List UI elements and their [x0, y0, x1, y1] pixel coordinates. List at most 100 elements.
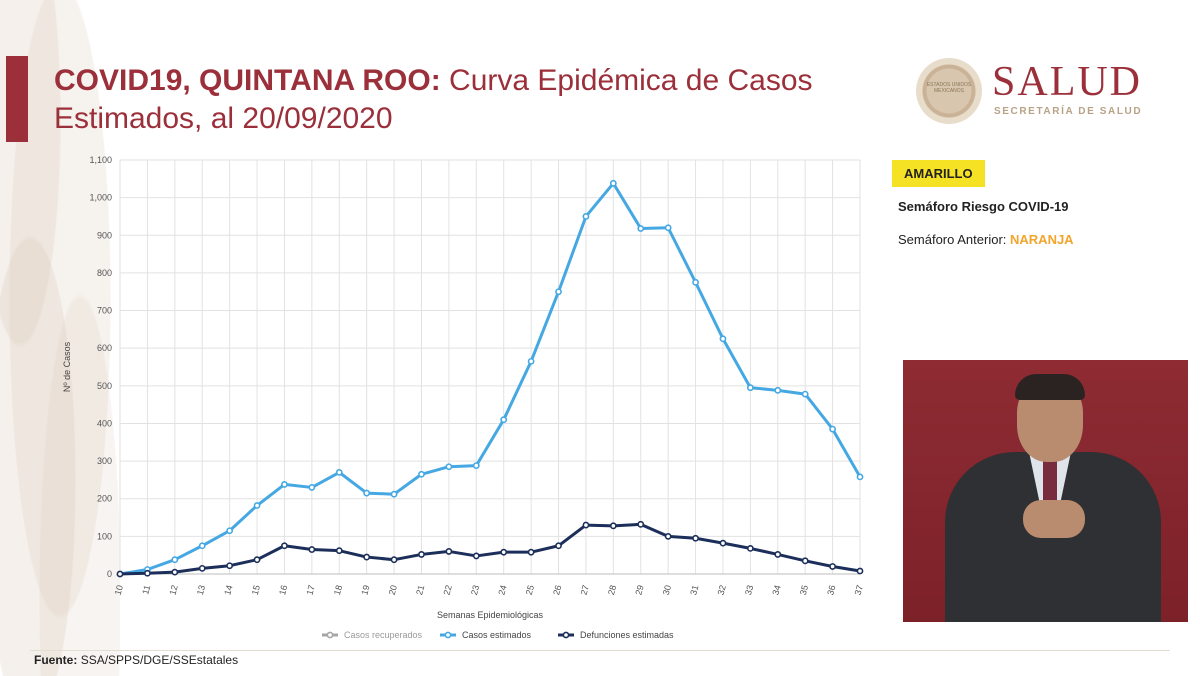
data-point-defunciones-estimadas: [719, 539, 727, 547]
data-point-defunciones-estimadas: [637, 520, 645, 528]
data-point-defunciones-estimadas: [226, 562, 234, 570]
y-tick-label: 800: [97, 268, 112, 278]
data-point-defunciones-estimadas: [500, 548, 508, 556]
x-tick-label: 19: [359, 584, 371, 596]
series-line-casos-estimados: [119, 181, 862, 576]
x-tick-label: 32: [716, 584, 728, 596]
data-point-defunciones-estimadas: [390, 556, 398, 564]
semaforo-badge: AMARILLO: [892, 160, 985, 187]
data-point-defunciones-estimadas: [774, 551, 782, 558]
data-point-casos-estimados: [856, 473, 864, 481]
data-point-casos-estimados: [774, 386, 782, 394]
data-point-defunciones-estimadas: [692, 534, 699, 542]
semaforo-previous-value: NARANJA: [1010, 232, 1074, 247]
interpreter-hair: [1015, 374, 1085, 400]
data-point-casos-estimados: [308, 484, 316, 491]
data-point-defunciones-estimadas: [856, 567, 864, 575]
semaforo-previous: Semáforo Anterior: NARANJA: [898, 232, 1182, 247]
x-tick-label: 10: [113, 584, 125, 596]
logo-subtitle: SECRETARÍA DE SALUD: [994, 106, 1143, 117]
data-point-casos-estimados: [390, 490, 398, 498]
data-point-defunciones-estimadas: [664, 532, 672, 540]
data-point-defunciones-estimadas: [335, 547, 343, 555]
y-tick-label: 300: [97, 456, 112, 466]
y-tick-label: 900: [97, 230, 112, 240]
data-point-defunciones-estimadas: [472, 552, 480, 560]
x-tick-label: 22: [442, 584, 454, 596]
x-tick-label: 15: [250, 584, 262, 596]
data-point-casos-estimados: [527, 357, 535, 365]
legend-marker-casos-estimados: [444, 631, 452, 639]
semaforo-panel: AMARILLO Semáforo Riesgo COVID-19 Semáfo…: [892, 160, 1182, 247]
data-point-casos-estimados: [746, 384, 754, 392]
y-tick-label: 500: [97, 381, 112, 391]
y-tick-label: 200: [97, 494, 112, 504]
x-tick-label: 27: [579, 584, 591, 596]
legend-label-casos-estimados: Casos estimados: [462, 630, 532, 640]
data-point-casos-estimados: [555, 288, 562, 296]
data-point-defunciones-estimadas: [801, 557, 809, 565]
y-tick-label: 0: [107, 569, 112, 579]
x-tick-label: 16: [277, 584, 289, 596]
x-tick-label: 31: [688, 584, 700, 596]
legend-label-casos-recuperados: Casos recuperados: [344, 630, 423, 640]
x-tick-label: 12: [167, 584, 179, 596]
data-point-casos-estimados: [582, 213, 590, 220]
logo-wordmark: SALUD: [992, 59, 1143, 105]
data-point-casos-estimados: [335, 468, 343, 476]
data-point-defunciones-estimadas: [746, 545, 754, 552]
national-seal-icon: [916, 58, 982, 124]
data-point-casos-estimados: [226, 527, 234, 535]
x-tick-label: 18: [332, 584, 344, 596]
data-point-defunciones-estimadas: [281, 542, 288, 550]
data-point-casos-estimados: [281, 481, 288, 488]
data-point-casos-estimados: [171, 556, 179, 564]
x-tick-label: 36: [825, 584, 837, 596]
title-rest: Curva Epidémica de Casos Estimados, al 2…: [54, 64, 813, 135]
sign-language-interpreter-video: [903, 360, 1188, 622]
data-point-casos-estimados: [664, 224, 672, 232]
data-point-casos-estimados: [637, 225, 645, 232]
salud-logo: ESTADOS UNIDOS MEXICANOS SALUD SECRETARÍ…: [916, 56, 1166, 126]
legend-marker-defunciones-estimadas: [562, 631, 570, 639]
x-tick-label: 30: [661, 584, 673, 596]
data-point-casos-estimados: [445, 463, 453, 471]
x-tick-label: 28: [606, 584, 618, 596]
source-value: SSA/SPPS/DGE/SSEstatales: [80, 653, 239, 667]
data-point-casos-estimados: [829, 425, 836, 433]
x-tick-label: 21: [414, 584, 426, 596]
data-point-defunciones-estimadas: [609, 522, 617, 530]
data-point-casos-estimados: [198, 542, 206, 550]
semaforo-previous-label: Semáforo Anterior:: [898, 232, 1007, 247]
interpreter-hands: [1023, 500, 1085, 538]
data-point-defunciones-estimadas: [363, 553, 371, 561]
x-tick-label: 26: [551, 584, 563, 596]
source-note: Fuente: SSA/SPPS/DGE/SSEstatales: [34, 653, 238, 667]
title-bold: COVID19, QUINTANA ROO:: [54, 64, 441, 97]
x-axis-label: Semanas Epidemiológicas: [437, 610, 544, 620]
y-tick-label: 600: [97, 343, 112, 353]
data-point-defunciones-estimadas: [144, 569, 151, 577]
x-tick-label: 25: [524, 584, 536, 596]
data-point-casos-estimados: [692, 278, 699, 286]
data-point-casos-estimados: [418, 470, 425, 478]
epidemic-curve-chart: 0 100 200 300 400 500 600 700 800 900 1,000 1,100 10…: [54, 150, 874, 650]
y-tick-label: 100: [97, 531, 112, 541]
data-point-defunciones-estimadas: [445, 548, 453, 555]
y-tick-label: 1,000: [89, 193, 112, 203]
y-axis-label: Nº de Casos: [62, 341, 72, 392]
chart-svg: 0 100 200 300 400 500 600 700 800 900 1,000 1,100 10…: [62, 155, 865, 640]
series-line-defunciones-estimadas: [119, 522, 861, 576]
data-point-defunciones-estimadas: [582, 521, 590, 529]
data-point-defunciones-estimadas: [829, 563, 836, 570]
footer-divider: [30, 650, 1170, 651]
y-tick-label: 400: [97, 418, 112, 428]
data-point-casos-estimados: [363, 489, 371, 497]
x-tick-label: 23: [469, 584, 481, 596]
seal-text: ESTADOS UNIDOS MEXICANOS: [926, 82, 972, 94]
data-point-defunciones-estimadas: [198, 564, 206, 572]
x-tick-label: 33: [743, 584, 755, 596]
data-point-casos-estimados: [609, 179, 617, 187]
title-accent-bar: [6, 56, 28, 142]
data-point-defunciones-estimadas: [555, 542, 562, 550]
